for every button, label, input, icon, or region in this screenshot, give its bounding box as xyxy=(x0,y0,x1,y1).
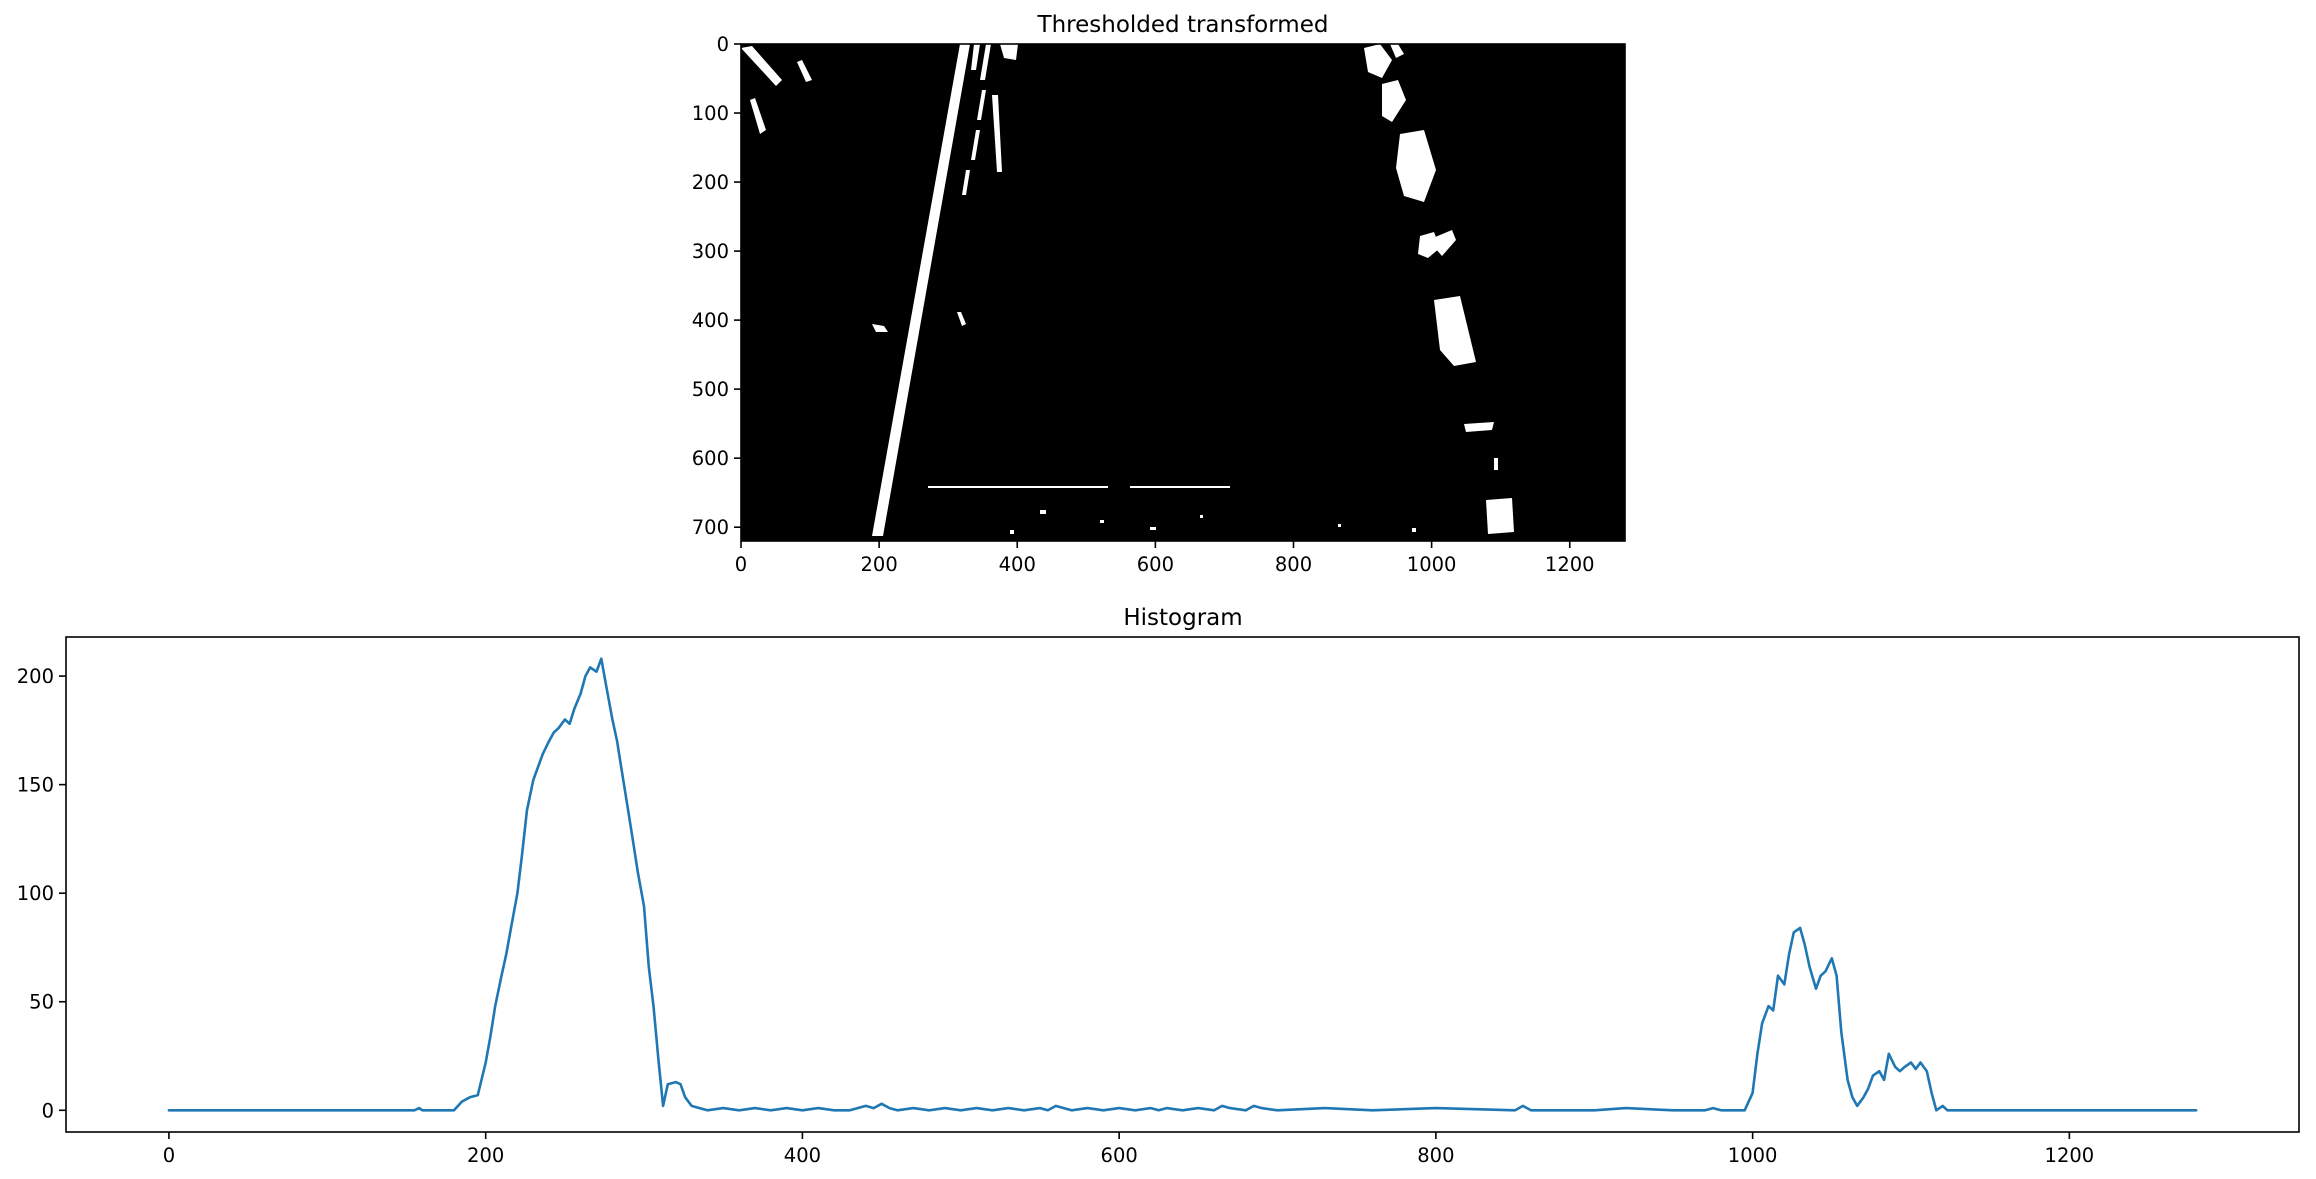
histogram-x-tick-label: 800 xyxy=(1417,1144,1454,1167)
image-x-tick-label: 400 xyxy=(999,553,1036,576)
histogram-series-line xyxy=(167,657,2198,1112)
image-x-tick-label: 200 xyxy=(861,553,898,576)
thresholded-image xyxy=(741,44,1625,541)
image-x-ticks: 0 200 400 600 800 1000 1200 xyxy=(735,541,1595,576)
image-x-tick-label: 800 xyxy=(1275,553,1312,576)
histogram-x-tick-label: 600 xyxy=(1101,1144,1138,1167)
image-background xyxy=(741,44,1625,541)
image-y-tick-label: 300 xyxy=(692,240,729,263)
histogram-x-tick-label: 0 xyxy=(163,1144,175,1167)
image-y-tick-label: 700 xyxy=(692,516,729,539)
image-y-tick-label: 400 xyxy=(692,309,729,332)
histogram-y-tick-label: 150 xyxy=(17,774,54,797)
image-panel: Thresholded transformed xyxy=(692,12,1626,576)
image-y-tick-label: 0 xyxy=(717,33,729,56)
histogram-y-tick-label: 0 xyxy=(42,1099,54,1122)
histogram-x-tick-label: 400 xyxy=(784,1144,821,1167)
histogram-x-tick-label: 200 xyxy=(467,1144,504,1167)
image-y-tick-label: 500 xyxy=(692,378,729,401)
histogram-y-ticks: 0 50 100 150 200 xyxy=(17,665,66,1122)
image-title: Thresholded transformed xyxy=(1037,12,1329,38)
image-y-tick-label: 200 xyxy=(692,171,729,194)
image-y-tick-label: 600 xyxy=(692,447,729,470)
histogram-x-tick-label: 1200 xyxy=(2045,1144,2095,1167)
image-axes-frame xyxy=(740,43,1626,542)
image-y-ticks: 0 100 200 300 400 500 600 700 xyxy=(692,33,741,539)
image-x-tick-label: 1200 xyxy=(1545,553,1595,576)
image-x-tick-label: 1000 xyxy=(1407,553,1457,576)
image-y-tick-label: 100 xyxy=(692,102,729,125)
histogram-axes-frame xyxy=(65,636,2300,1133)
histogram-y-tick-label: 50 xyxy=(29,991,54,1014)
histogram-x-tick-label: 1000 xyxy=(1728,1144,1778,1167)
right-lane-fragments xyxy=(1364,44,1514,534)
image-x-tick-label: 0 xyxy=(735,553,747,576)
histogram-y-tick-label: 200 xyxy=(17,665,54,688)
top-left-artifacts xyxy=(741,46,966,332)
image-x-tick-label: 600 xyxy=(1137,553,1174,576)
left-lane-fragments xyxy=(962,44,1018,195)
histogram-title: Histogram xyxy=(1123,605,1242,631)
bottom-speckle xyxy=(928,486,1416,534)
histogram-panel: Histogram 0 200 400 600 800 1000 1200 0 50 100 15… xyxy=(17,605,2300,1167)
histogram-x-ticks: 0 200 400 600 800 1000 1200 xyxy=(163,1132,2094,1167)
left-lane-line xyxy=(872,44,970,536)
histogram-y-tick-label: 100 xyxy=(17,882,54,905)
